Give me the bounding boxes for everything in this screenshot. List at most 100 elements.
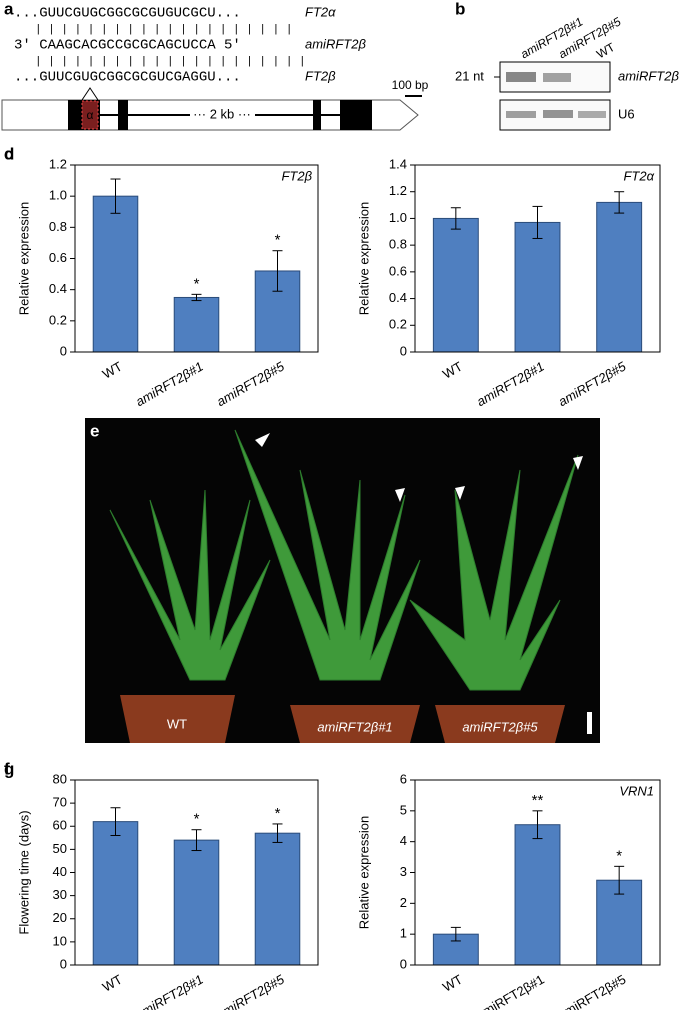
y-tick-label: 0.6 <box>49 250 67 265</box>
bar <box>514 221 561 353</box>
error-bar <box>110 178 121 214</box>
arrow <box>395 488 405 502</box>
y-tick-label: 1.4 <box>389 156 407 171</box>
panel-label: d <box>4 144 14 163</box>
bar <box>173 296 220 353</box>
x-tick-label: amiRFT2β#1 <box>474 972 547 1010</box>
significance: * <box>275 805 281 822</box>
plot-frame <box>74 164 319 353</box>
x-tick-label: WT <box>440 359 465 382</box>
y-tick-label: 0.6 <box>389 263 407 278</box>
significance: * <box>194 275 200 292</box>
band <box>506 72 536 82</box>
x-tick-label: amiRFT2β#5 <box>556 358 629 409</box>
x-tick-label: amiRFT2β#5 <box>214 971 287 1010</box>
y-tick-label: 0 <box>400 343 407 358</box>
band <box>543 110 573 118</box>
panel-label: c <box>4 144 13 163</box>
exon <box>118 100 128 130</box>
panel-label: b <box>455 0 465 18</box>
plot-frame <box>414 164 661 353</box>
plot-frame <box>414 779 661 966</box>
panel-label: e <box>90 421 99 440</box>
error-bar <box>191 293 202 302</box>
bar <box>432 217 479 353</box>
exon <box>313 100 321 130</box>
y-tick-label: 0.2 <box>389 317 407 332</box>
panel-label: f <box>4 759 10 778</box>
panel-label: g <box>4 759 14 778</box>
y-tick-label: 0.8 <box>389 237 407 252</box>
target-site <box>81 100 99 130</box>
pot <box>290 705 420 743</box>
arrow <box>573 456 583 470</box>
probe-label: amiRFT2β <box>618 68 679 83</box>
error-bar <box>191 829 202 852</box>
y-axis-label: Relative expression <box>356 816 371 929</box>
exon-label: α <box>87 108 94 122</box>
x-tick-label: amiRFT2β#1 <box>474 359 547 410</box>
bar <box>514 824 561 966</box>
error-bar <box>272 823 283 843</box>
arrow <box>255 433 270 447</box>
pot <box>435 705 565 743</box>
scale-bar <box>587 712 592 734</box>
y-tick-label: 0 <box>400 956 407 971</box>
error-bar <box>272 250 283 292</box>
arrow <box>455 486 465 500</box>
y-tick-label: 1.2 <box>389 183 407 198</box>
y-tick-label: 1.0 <box>389 210 407 225</box>
y-axis-label: Relative expression <box>16 202 31 315</box>
x-tick-label: amiRFT2β#1 <box>133 972 206 1010</box>
pairing: | | | | | | | | | | | | | | | | | | | | … <box>35 56 306 68</box>
error-bar <box>532 810 543 840</box>
y-tick-label: 3 <box>400 864 407 879</box>
x-tick-label: amiRFT2β#1 <box>133 359 206 410</box>
annotation: FT2β <box>281 168 312 183</box>
band <box>543 73 571 82</box>
bar <box>254 832 301 966</box>
sequence: ...GUUCGUGCGGCGCGUCGAGGU... <box>14 70 241 86</box>
error-bar <box>450 926 461 942</box>
intron-label: ··· 2 kb ··· <box>193 106 251 121</box>
band <box>506 111 536 118</box>
error-bar <box>450 207 461 230</box>
y-tick-label: 60 <box>53 818 67 833</box>
y-tick-label: 1.0 <box>49 188 67 203</box>
y-tick-label: 2 <box>400 895 407 910</box>
pot-label: WT <box>167 716 187 731</box>
x-tick-label: amiRFT2β#5 <box>556 972 629 1010</box>
x-tick-label: WT <box>100 359 125 382</box>
y-tick-label: 20 <box>53 910 67 925</box>
significance: * <box>616 847 622 864</box>
x-tick-label: WT <box>100 972 125 995</box>
significance: * <box>275 232 281 249</box>
y-tick-label: 0 <box>60 343 67 358</box>
x-tick-label: WT <box>440 972 465 995</box>
y-tick-label: 30 <box>53 887 67 902</box>
plot-frame <box>74 779 319 966</box>
error-bar <box>532 205 543 239</box>
y-tick-label: 1.2 <box>49 156 67 171</box>
annotation: VRN1 <box>619 783 654 798</box>
y-tick-label: 0.8 <box>49 219 67 234</box>
exon <box>340 100 372 130</box>
plants <box>109 429 579 691</box>
y-axis-label: Flowering time (days) <box>16 810 31 934</box>
y-tick-label: 10 <box>53 933 67 948</box>
y-tick-label: 0.4 <box>49 281 67 296</box>
error-bar <box>614 865 625 895</box>
lane-label: WT <box>594 40 618 62</box>
site-pointer <box>81 87 99 101</box>
sequence: ...GUUCGUGCGGCGCGUGUCGCU... <box>14 6 241 22</box>
significance: * <box>194 811 200 828</box>
y-axis-label: Relative expression <box>356 202 371 315</box>
seq-name: FT2β <box>305 68 336 83</box>
annotation: FT2α <box>623 168 654 183</box>
error-bar <box>110 807 121 836</box>
probe-label: U6 <box>618 106 635 121</box>
y-tick-label: 80 <box>53 771 67 786</box>
significance: ** <box>532 792 544 809</box>
y-tick-label: 1 <box>400 926 407 941</box>
band <box>578 111 606 118</box>
